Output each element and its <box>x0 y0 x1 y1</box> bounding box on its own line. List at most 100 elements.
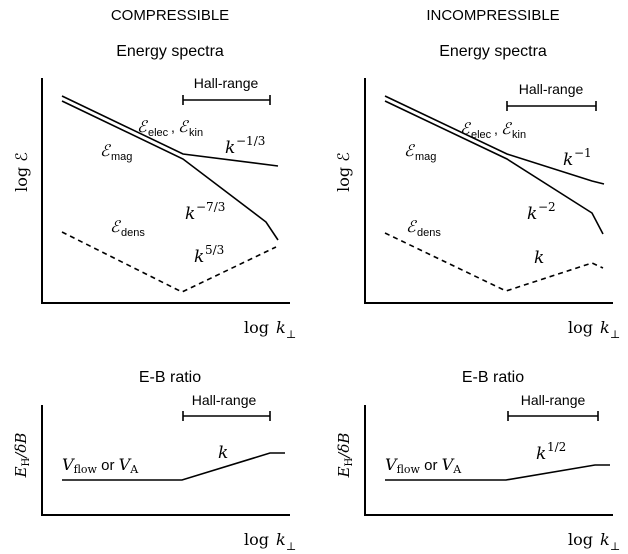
svg-text:ℰ: ℰ <box>178 117 190 136</box>
slope-lower-right: k −2 <box>527 200 556 224</box>
ratio-xlabel-left: log k ⊥ <box>244 530 296 553</box>
ratio-slope-left: k <box>218 443 228 463</box>
mag-curve-right <box>384 100 604 235</box>
flow-label-right: Vflow or VA <box>385 455 462 476</box>
mag-label-left: ℰ mag <box>100 141 132 163</box>
ratio-xlabel-right: log k ⊥ <box>568 530 620 553</box>
svg-text:−1/3: −1/3 <box>236 134 265 148</box>
svg-text:k: k <box>563 150 573 170</box>
slope-dens-left: k 5/3 <box>194 243 224 267</box>
spectra-title-left: Energy spectra <box>116 43 224 60</box>
svg-text:k: k <box>185 204 195 224</box>
svg-text:1/2: 1/2 <box>547 440 566 454</box>
xlabel-log-left: log <box>244 318 269 337</box>
ratio-curve-left <box>62 452 285 481</box>
elec-kin-label-right: ℰ elec , ℰ kin <box>460 119 526 141</box>
svg-text:mag: mag <box>415 151 436 163</box>
left-column: COMPRESSIBLE Energy spectra log ℰ log k … <box>12 7 296 553</box>
svg-text:ℰ: ℰ <box>406 217 418 236</box>
dens-curve-left <box>61 231 277 293</box>
ratio-ylabel-left: EH/δB <box>12 433 32 479</box>
svg-text:elec: elec <box>471 129 492 141</box>
slope-upper-right: k −1 <box>563 146 592 170</box>
svg-text:log: log <box>244 530 269 549</box>
svg-text:ℰ: ℰ <box>137 117 149 136</box>
ratio-hall-range-label-left: Hall-range <box>192 392 257 408</box>
svg-text:kin: kin <box>189 127 203 139</box>
spectra-axes-right <box>364 78 613 304</box>
header-incompressible: INCOMPRESSIBLE <box>426 7 559 24</box>
ratio-title-left: E-B ratio <box>139 369 201 386</box>
svg-text:dens: dens <box>417 227 441 239</box>
svg-text:⊥: ⊥ <box>286 540 296 553</box>
svg-text:ℰ: ℰ <box>100 141 112 160</box>
hall-range-bracket-left <box>182 95 271 105</box>
svg-text:dens: dens <box>121 227 145 239</box>
ratio-axes-right <box>364 405 613 516</box>
svg-text:−7/3: −7/3 <box>196 200 225 214</box>
header-compressible: COMPRESSIBLE <box>111 7 229 24</box>
svg-text:kin: kin <box>512 129 526 141</box>
svg-text:k: k <box>194 247 204 267</box>
svg-text:⊥: ⊥ <box>610 540 620 553</box>
ratio-ylabel-right: EH/δB <box>335 433 355 479</box>
svg-text:k: k <box>218 443 228 463</box>
slope-upper-left: k −1/3 <box>225 134 265 158</box>
elec-kin-curve-left <box>61 95 279 167</box>
ratio-hall-range-bracket-right <box>507 411 599 421</box>
svg-text:elec: elec <box>148 127 169 139</box>
svg-text:5/3: 5/3 <box>205 243 224 257</box>
ylabel-right: log ℰ <box>334 152 353 192</box>
svg-text:,: , <box>171 119 175 135</box>
ratio-curve-right <box>385 464 610 481</box>
spectrum-curves-right <box>384 95 605 292</box>
spectra-axes-left <box>41 78 290 304</box>
dens-label-left: ℰ dens <box>110 217 145 239</box>
slope-lower-left: k −7/3 <box>185 200 225 224</box>
svg-text:ℰ: ℰ <box>460 119 472 138</box>
svg-text:EH/δB: EH/δB <box>335 433 355 479</box>
ratio-slope-right: k 1/2 <box>536 440 566 464</box>
svg-text:−1: −1 <box>574 146 592 160</box>
dens-curve-right <box>384 232 604 292</box>
hall-range-bracket-right <box>506 101 597 111</box>
spectrum-curves-left <box>61 95 279 293</box>
svg-text:log: log <box>568 318 593 337</box>
ratio-title-right: E-B ratio <box>462 369 524 386</box>
svg-text:k: k <box>600 318 610 337</box>
flow-label-left: Vflow or VA <box>62 455 139 476</box>
svg-text:EH/δB: EH/δB <box>12 433 32 479</box>
ratio-hall-range-label-right: Hall-range <box>521 392 586 408</box>
elec-kin-curve-right <box>384 95 605 185</box>
svg-text:Vflow or VA: Vflow or VA <box>62 455 139 476</box>
svg-text:k: k <box>534 248 544 268</box>
svg-text:ℰ: ℰ <box>404 141 416 160</box>
hall-range-label-left: Hall-range <box>194 75 259 91</box>
spectra-title-right: Energy spectra <box>439 43 547 60</box>
slope-dens-right: k <box>534 248 544 268</box>
hall-range-label-right: Hall-range <box>519 81 584 97</box>
xlabel-right: log k ⊥ <box>568 318 620 341</box>
svg-text:k: k <box>536 444 546 464</box>
svg-text:k: k <box>225 138 235 158</box>
svg-text:k: k <box>276 530 286 549</box>
svg-text:k: k <box>600 530 610 549</box>
mag-curve-left <box>61 100 279 241</box>
svg-text:ℰ: ℰ <box>110 217 122 236</box>
xlabel-k-left: k <box>276 318 286 337</box>
elec-kin-label-left: ℰ elec , ℰ kin <box>137 117 203 139</box>
svg-text:−2: −2 <box>538 200 556 214</box>
xlabel-sub-left: ⊥ <box>286 328 296 341</box>
mag-label-right: ℰ mag <box>404 141 436 163</box>
svg-text:log: log <box>568 530 593 549</box>
ylabel-left: log ℰ <box>12 152 31 192</box>
dens-label-right: ℰ dens <box>406 217 441 239</box>
xlabel-left: log k ⊥ <box>244 318 296 341</box>
ratio-axes-left <box>41 405 290 516</box>
svg-text:mag: mag <box>111 151 132 163</box>
svg-text:Vflow or VA: Vflow or VA <box>385 455 462 476</box>
svg-text:ℰ: ℰ <box>501 119 513 138</box>
ratio-hall-range-bracket-left <box>182 411 271 421</box>
right-column: INCOMPRESSIBLE Energy spectra log ℰ log … <box>334 7 620 553</box>
